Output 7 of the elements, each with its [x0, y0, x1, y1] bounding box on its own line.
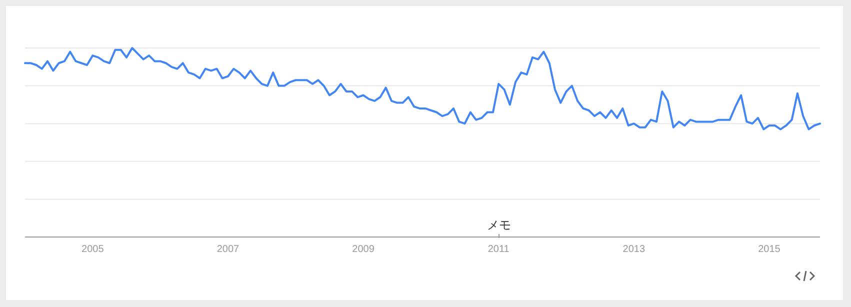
x-tick-label: 2015 — [758, 244, 781, 255]
x-tick-label: 2007 — [216, 244, 240, 255]
x-tick-label: 2013 — [622, 244, 646, 255]
x-tick-label: 2009 — [352, 244, 375, 255]
x-tick-label: 2005 — [82, 244, 104, 255]
x-tick-label: 2011 — [488, 244, 510, 255]
annotation: メモ — [487, 218, 511, 232]
